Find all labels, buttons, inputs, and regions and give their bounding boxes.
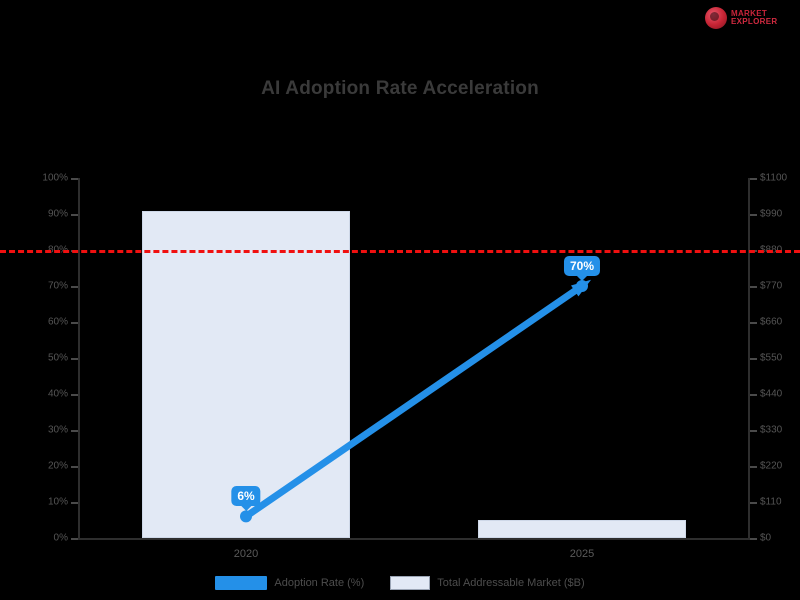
y-tick-label-right: $220 (760, 460, 783, 472)
legend-swatch (390, 576, 431, 590)
logo-wordmark: MARKET EXPLORER (731, 8, 778, 26)
y-tick-label-right: $330 (760, 424, 783, 436)
logo-mark-icon (705, 7, 727, 29)
y-tick-left (71, 286, 78, 288)
legend-item[interactable]: Adoption Rate (%) (215, 576, 364, 590)
y-tick-right (750, 322, 757, 324)
y-tick-right (750, 538, 757, 540)
legend-label: Adoption Rate (%) (274, 577, 365, 589)
y-tick-left (71, 466, 78, 468)
logo-line-2: EXPLORER (731, 17, 778, 26)
y-tick-label-left: 90% (47, 208, 68, 220)
logo-line-1: MARKET (731, 8, 768, 18)
y-tick-label-right: $440 (760, 388, 783, 400)
y-tick-label-left: 40% (47, 388, 68, 400)
y-tick-right (750, 358, 757, 360)
legend-swatch (215, 576, 268, 590)
chart-title: AI Adoption Rate Acceleration (261, 78, 539, 99)
y-tick-label-right: $110 (760, 496, 782, 508)
y-tick-label-left: 60% (47, 316, 68, 328)
bar (141, 210, 351, 538)
y-axis-left-line (78, 178, 80, 540)
y-axis-right-line (748, 178, 750, 540)
arrow-head-icon (571, 279, 592, 297)
legend-label: Total Addressable Market ($B) (437, 577, 585, 589)
data-label: 6% (231, 486, 261, 507)
data-label: 70% (563, 256, 601, 276)
y-tick-label-right: $550 (760, 352, 783, 364)
y-tick-label-left: 20% (47, 460, 68, 472)
y-tick-right (750, 286, 757, 288)
y-tick-right (750, 178, 757, 180)
y-tick-label-left: 0% (53, 532, 68, 544)
y-tick-left (71, 538, 78, 540)
y-tick-right (750, 214, 757, 216)
y-tick-left (71, 502, 78, 504)
legend-item[interactable]: Total Addressable Market ($B) (390, 576, 585, 590)
y-tick-right (750, 394, 757, 396)
trend-line (242, 282, 586, 520)
y-tick-label-left: 70% (47, 280, 68, 292)
y-tick-right (750, 430, 757, 432)
bar (477, 520, 687, 538)
y-tick-label-left: 50% (47, 352, 68, 364)
x-axis-line (78, 538, 750, 540)
y-tick-left (71, 214, 78, 216)
y-tick-left (71, 394, 78, 396)
y-tick-label-right: $0 (760, 532, 772, 544)
y-tick-label-right: $990 (760, 208, 783, 220)
y-tick-label-right: $1100 (760, 172, 788, 184)
y-tick-left (71, 430, 78, 432)
chart-legend: Adoption Rate (%) Total Addressable Marke… (0, 576, 800, 590)
y-tick-label-left: 30% (47, 424, 68, 436)
x-tick-label: 2020 (233, 548, 259, 560)
trend-line-series (240, 279, 592, 523)
y-tick-label-left: 10% (47, 496, 68, 508)
threshold-line (0, 250, 800, 253)
line-marker (240, 510, 252, 523)
y-tick-right (750, 466, 757, 468)
y-tick-right (750, 502, 757, 504)
brand-logo: MARKET EXPLORER (702, 4, 794, 32)
x-tick-label: 2025 (569, 548, 595, 560)
y-tick-left (71, 322, 78, 324)
y-tick-label-right: $770 (760, 280, 783, 292)
y-tick-label-left: 100% (42, 172, 68, 184)
y-tick-left (71, 358, 78, 360)
y-tick-label-right: $660 (760, 316, 783, 328)
plot-area: 0% 10% 20% 30% 40% 50% 60% 70% 80% 90% 100% $0 $110… (0, 173, 800, 560)
y-tick-left (71, 178, 78, 180)
